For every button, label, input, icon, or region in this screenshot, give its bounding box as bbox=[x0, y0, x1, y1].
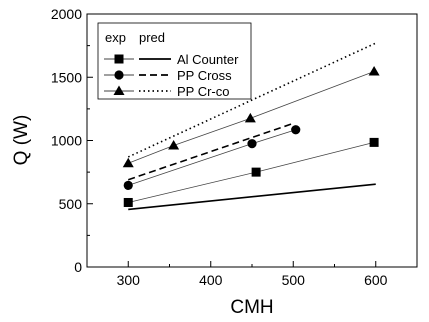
exp-point-pp-cr-co bbox=[368, 66, 380, 76]
exp-line-al-counter bbox=[128, 142, 375, 203]
exp-line-pp-cr-co bbox=[128, 71, 375, 164]
y-tick-label: 2000 bbox=[51, 6, 82, 22]
x-tick-label: 500 bbox=[282, 272, 306, 288]
legend-header-exp: exp bbox=[105, 30, 126, 45]
exp-point-pp-cr-co bbox=[122, 157, 134, 168]
exp-point-pp-cr-co bbox=[244, 112, 256, 123]
legend-entry-pp-cross: PP Cross bbox=[177, 68, 232, 83]
exp-point-pp-cross bbox=[291, 125, 301, 135]
legend-header-pred: pred bbox=[139, 30, 165, 45]
exp-point-al-counter bbox=[369, 137, 379, 147]
x-tick-label: 600 bbox=[364, 272, 388, 288]
x-tick-label: 300 bbox=[117, 272, 141, 288]
y-axis-title: Q (W) bbox=[11, 115, 32, 166]
legend-marker-circle bbox=[114, 70, 124, 80]
legend: exp pred Al Counter PP Cross PP Cr-co bbox=[97, 22, 252, 100]
exp-point-pp-cr-co bbox=[168, 140, 180, 150]
pred-line-pp-cr-co bbox=[127, 42, 377, 158]
legend-marker-square bbox=[114, 54, 124, 64]
exp-point-pp-cross bbox=[247, 139, 257, 149]
y-tick-label: 0 bbox=[74, 259, 82, 275]
x-axis-title: CMH bbox=[230, 297, 273, 318]
y-tick-label: 1000 bbox=[51, 133, 82, 149]
exp-point-al-counter bbox=[123, 197, 133, 207]
legend-entry-al-counter: Al Counter bbox=[177, 52, 239, 67]
pred-line-pp-cross bbox=[127, 122, 294, 181]
pred-line-al-counter bbox=[128, 183, 376, 211]
axis-ticks: 300 400 500 600 0 500 1000 1500 2000 bbox=[51, 6, 418, 288]
legend-entry-pp-cr-co: PP Cr-co bbox=[177, 84, 230, 99]
exp-line-pp-cross bbox=[128, 129, 296, 186]
y-tick-label: 500 bbox=[59, 196, 83, 212]
exp-point-al-counter bbox=[251, 167, 261, 177]
exp-point-pp-cross bbox=[123, 180, 133, 191]
legend-marker-triangle bbox=[113, 85, 125, 95]
plot-content bbox=[122, 42, 380, 211]
x-tick-label: 400 bbox=[199, 272, 223, 288]
y-tick-label: 1500 bbox=[51, 69, 82, 85]
